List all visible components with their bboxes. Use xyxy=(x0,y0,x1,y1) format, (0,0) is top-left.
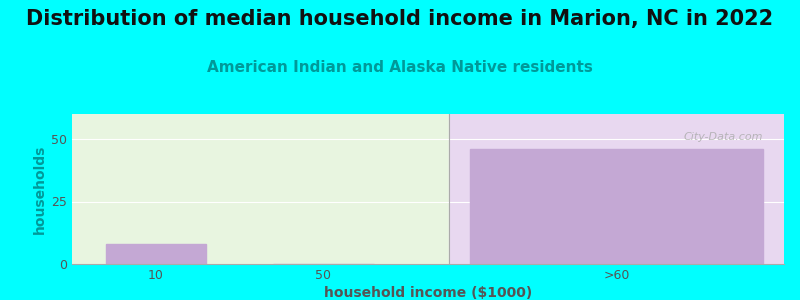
Bar xyxy=(449,114,784,264)
Text: Distribution of median household income in Marion, NC in 2022: Distribution of median household income … xyxy=(26,9,774,29)
Bar xyxy=(72,114,449,264)
X-axis label: household income ($1000): household income ($1000) xyxy=(324,286,532,300)
Text: City-Data.com: City-Data.com xyxy=(683,132,762,142)
Text: American Indian and Alaska Native residents: American Indian and Alaska Native reside… xyxy=(207,60,593,75)
Bar xyxy=(470,149,763,264)
Y-axis label: households: households xyxy=(33,144,47,234)
Bar xyxy=(106,244,206,264)
